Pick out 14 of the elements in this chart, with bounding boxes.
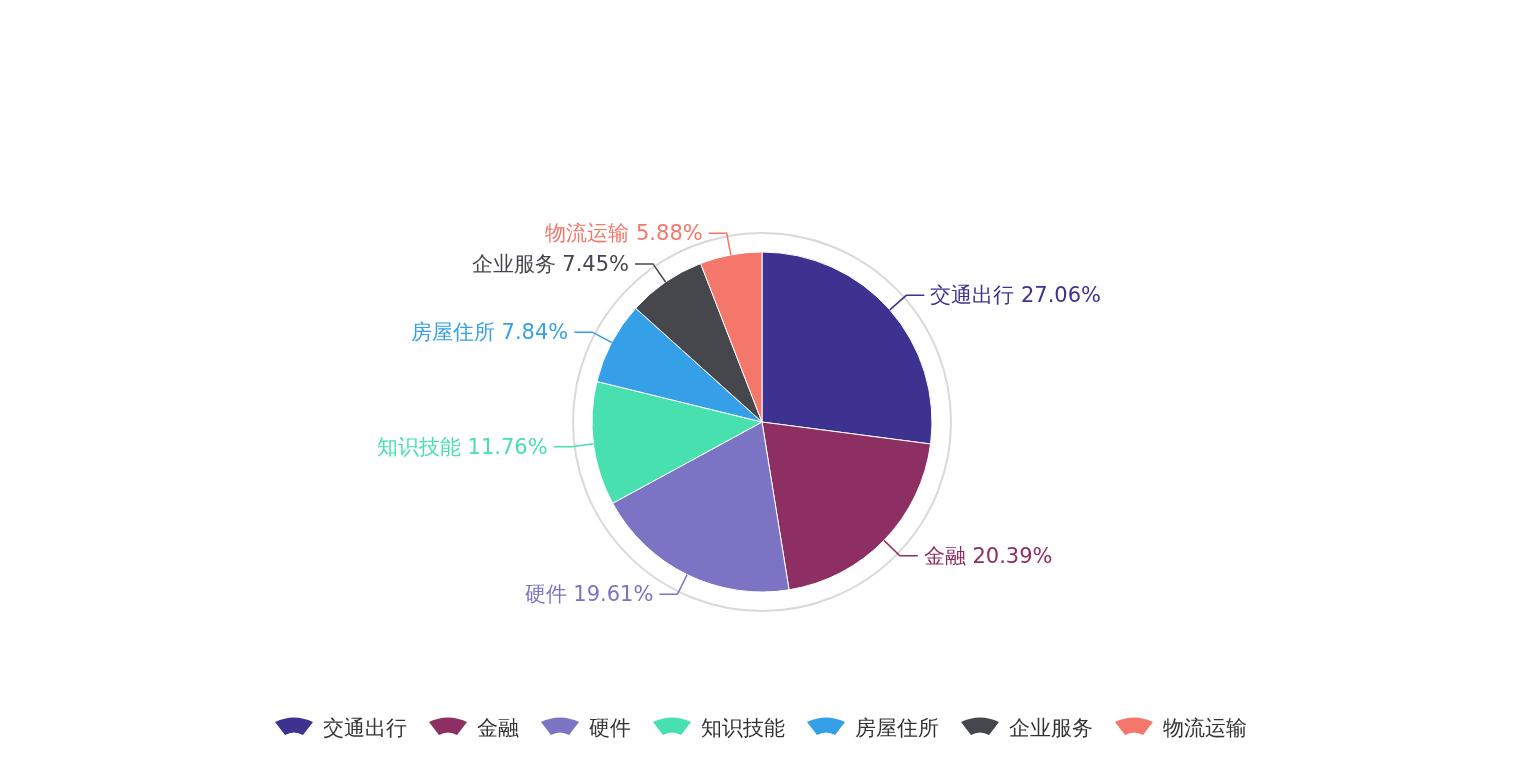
category-label: 房屋住所 7.84% xyxy=(410,320,569,345)
legend-label: 企业服务 xyxy=(1009,716,1093,740)
category-label: 物流运输 5.88% xyxy=(545,221,703,246)
legend-label: 交通出行 xyxy=(323,716,407,740)
category-label: 交通出行 27.06% xyxy=(930,283,1102,308)
legend-label: 物流运输 xyxy=(1163,716,1247,740)
legend-label: 硬件 xyxy=(589,716,631,740)
legend-label: 知识技能 xyxy=(701,716,785,740)
category-label: 金融 20.39% xyxy=(923,543,1053,568)
category-label: 硬件 19.61% xyxy=(524,582,654,607)
category-label: 企业服务 7.45% xyxy=(471,251,630,276)
legend-label: 房屋住所 xyxy=(855,716,939,740)
legend-label: 金融 xyxy=(477,716,519,740)
category-label: 知识技能 11.76% xyxy=(376,434,548,459)
